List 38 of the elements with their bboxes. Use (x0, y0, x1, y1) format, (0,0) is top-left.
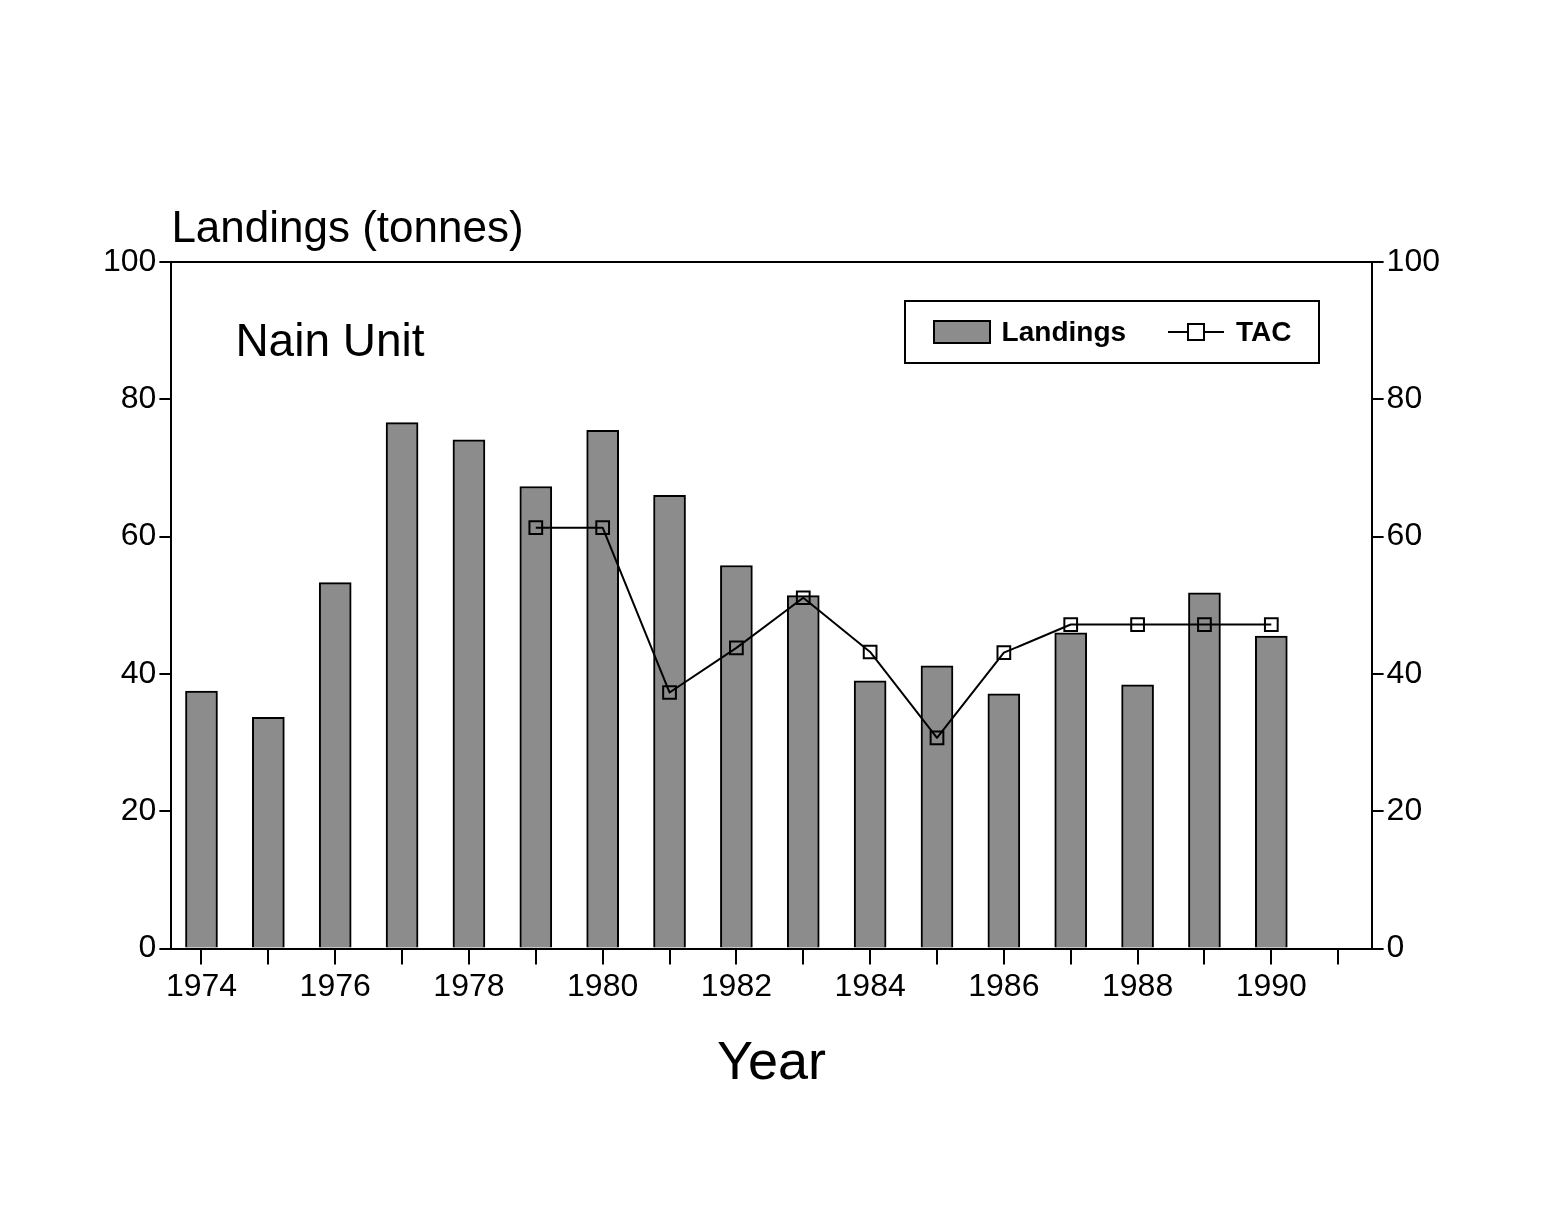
point (528, 520, 544, 536)
x-tick-label: 1974 (165, 966, 238, 1003)
y-tick-label: 0 (138, 928, 157, 965)
y2-tick-label: 80 (1386, 379, 1423, 416)
point (1130, 617, 1145, 632)
point (1263, 617, 1279, 632)
x-tick-label: 1982 (700, 966, 772, 1003)
point (595, 520, 611, 536)
point (729, 640, 744, 656)
y-tick-label: 60 (120, 516, 157, 553)
point (1197, 617, 1212, 632)
point (662, 685, 677, 700)
x-tick-label: 1986 (968, 966, 1040, 1003)
y-tick-label: 40 (120, 653, 157, 690)
x-tick-label: 1990 (1235, 966, 1307, 1003)
x-tick-label: 1984 (834, 966, 906, 1003)
y-axis-title: Landings (tonnes) (171, 202, 524, 251)
point (1063, 617, 1079, 632)
y-tick-label: 100 (103, 241, 157, 278)
legend-label: Landings (1001, 316, 1127, 348)
legend-label: TAC (1236, 316, 1292, 348)
point (862, 644, 878, 660)
y2-tick-label: 40 (1386, 653, 1423, 690)
x-tick-label: 1976 (299, 966, 371, 1003)
y-tick-label: 20 (120, 791, 157, 828)
x-axis-title: Year (716, 1029, 827, 1090)
y2-tick-label: 60 (1386, 516, 1423, 553)
y2-tick-label: 20 (1386, 791, 1423, 828)
point (795, 590, 811, 606)
y-tick-label: 80 (120, 379, 157, 416)
point (929, 730, 945, 746)
x-tick-label: 1978 (433, 966, 505, 1003)
y2-tick-label: 0 (1386, 928, 1405, 965)
point (996, 645, 1012, 661)
x-tick-label: 1988 (1101, 966, 1174, 1003)
x-tick-label: 1980 (567, 966, 639, 1003)
annotation: Nain Unit (235, 314, 425, 366)
y2-tick-label: 100 (1386, 241, 1440, 278)
